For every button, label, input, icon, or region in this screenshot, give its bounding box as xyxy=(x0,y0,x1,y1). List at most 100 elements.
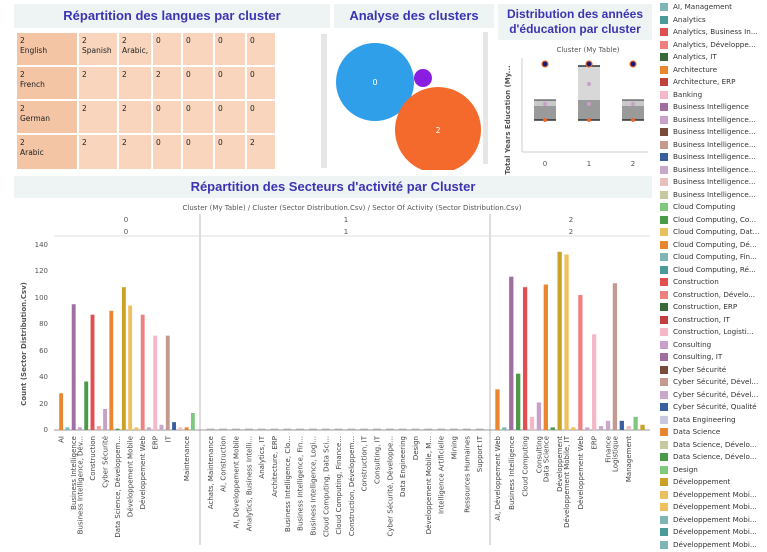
bar-cluster-1-9[interactable] xyxy=(322,429,330,430)
treemap-cell[interactable]: 2 Spanish xyxy=(78,32,118,66)
bar-cluster-1-19[interactable] xyxy=(450,429,458,430)
treemap-cell[interactable]: 0 xyxy=(214,66,246,100)
bar-cluster-0-14[interactable] xyxy=(147,427,151,430)
bar-cluster-2-2[interactable] xyxy=(509,277,513,430)
treemap-chart[interactable]: 2 English 2 Spanish 2 Arabic, 0 0 0 0 2 French 2 2 2 0 0… xyxy=(16,32,320,170)
bar-cluster-0-18[interactable] xyxy=(172,422,176,430)
treemap-cell[interactable]: 0 xyxy=(214,134,246,170)
treemap-cell[interactable]: 0 xyxy=(246,32,276,66)
bar-cluster-0-4[interactable] xyxy=(84,382,88,430)
treemap-cell[interactable]: 2 xyxy=(78,100,118,134)
bar-cluster-0-21[interactable] xyxy=(191,413,195,430)
bar-cluster-0-8[interactable] xyxy=(109,311,113,430)
treemap-cell[interactable]: 0 xyxy=(182,32,214,66)
bar-cluster-1-12[interactable] xyxy=(360,429,368,430)
bar-cluster-2-4[interactable] xyxy=(523,287,527,430)
box-cluster-0-outlier[interactable] xyxy=(542,61,548,67)
box-cluster-0-point-low[interactable] xyxy=(543,118,547,122)
bar-cluster-0-20[interactable] xyxy=(185,427,189,430)
treemap-cell[interactable]: 0 xyxy=(152,32,182,66)
bar-cluster-1-10[interactable] xyxy=(335,429,343,430)
bar-cluster-2-21[interactable] xyxy=(640,425,644,430)
box-cluster-2-point-low[interactable] xyxy=(631,118,635,122)
treemap-cell[interactable]: 2 xyxy=(246,134,276,170)
bar-cluster-2-14[interactable] xyxy=(592,334,596,430)
bar-cluster-2-10[interactable] xyxy=(564,254,568,430)
box-cluster-1-point-a[interactable] xyxy=(587,82,591,86)
bar-cluster-1-15[interactable] xyxy=(399,429,407,430)
bar-cluster-1-16[interactable] xyxy=(412,429,420,430)
box-cluster-2-point[interactable] xyxy=(631,102,635,106)
bar-cluster-2-0[interactable] xyxy=(495,389,499,430)
bar-cluster-0-10[interactable] xyxy=(122,287,126,430)
bar-cluster-0-2[interactable] xyxy=(72,304,76,430)
bar-cluster-1-21[interactable] xyxy=(476,429,484,430)
treemap-cell[interactable]: 0 xyxy=(182,66,214,100)
bar-cluster-2-18[interactable] xyxy=(620,421,624,430)
treemap-cell[interactable]: 0 xyxy=(246,66,276,100)
treemap-cell[interactable]: 2 xyxy=(118,134,152,170)
bar-cluster-1-0[interactable] xyxy=(206,429,214,430)
bar-cluster-1-3[interactable] xyxy=(245,429,253,430)
bar-cluster-0-16[interactable] xyxy=(160,425,164,430)
bar-cluster-0-6[interactable] xyxy=(97,426,101,430)
bar-cluster-1-1[interactable] xyxy=(219,429,227,430)
bar-cluster-1-11[interactable] xyxy=(347,429,355,430)
bubble-chart[interactable]: 0 2 xyxy=(334,28,494,170)
bar-cluster-2-16[interactable] xyxy=(606,421,610,430)
bar-cluster-1-8[interactable] xyxy=(309,429,317,430)
treemap-cell[interactable]: 2 Arabic xyxy=(16,134,78,170)
bar-cluster-0-9[interactable] xyxy=(116,429,120,430)
boxplot-chart[interactable]: Cluster (My Table) Total Years Education… xyxy=(498,40,652,176)
treemap-cell[interactable]: 2 Arabic, xyxy=(118,32,152,66)
bar-cluster-2-5[interactable] xyxy=(530,417,534,430)
bar-cluster-2-11[interactable] xyxy=(571,427,575,430)
bar-cluster-0-1[interactable] xyxy=(65,427,69,430)
bar-cluster-0-7[interactable] xyxy=(103,409,107,430)
legend-panel[interactable]: AI, Management Analytics Analytics, Busine… xyxy=(654,0,767,552)
treemap-cell[interactable]: 0 xyxy=(152,134,182,170)
bar-cluster-1-2[interactable] xyxy=(232,429,240,430)
bar-cluster-0-0[interactable] xyxy=(59,393,63,430)
bar-cluster-1-18[interactable] xyxy=(437,429,445,430)
bar-cluster-0-12[interactable] xyxy=(134,427,138,430)
bar-cluster-0-19[interactable] xyxy=(178,427,182,430)
bar-cluster-2-7[interactable] xyxy=(544,285,548,430)
bar-chart[interactable]: Cluster (My Table) / Cluster (Sector Dis… xyxy=(14,200,652,550)
bar-cluster-2-1[interactable] xyxy=(502,427,506,430)
bar-cluster-2-17[interactable] xyxy=(613,283,617,430)
treemap-cell[interactable]: 2 German xyxy=(16,100,78,134)
box-cluster-1-outlier[interactable] xyxy=(586,61,592,67)
bar-cluster-0-13[interactable] xyxy=(141,315,145,430)
treemap-scrollbar[interactable] xyxy=(321,34,327,168)
treemap-cell[interactable]: 0 xyxy=(182,100,214,134)
treemap-cell[interactable]: 0 xyxy=(152,100,182,134)
bar-cluster-1-17[interactable] xyxy=(424,429,432,430)
bar-cluster-1-5[interactable] xyxy=(271,429,279,430)
treemap-cell[interactable]: 0 xyxy=(214,100,246,134)
treemap-cell[interactable]: 2 xyxy=(78,134,118,170)
bar-cluster-2-20[interactable] xyxy=(633,417,637,430)
bar-cluster-2-19[interactable] xyxy=(627,426,631,430)
box-cluster-0-point[interactable] xyxy=(543,102,547,106)
treemap-cell[interactable]: 0 xyxy=(214,32,246,66)
bar-cluster-1-7[interactable] xyxy=(296,429,304,430)
box-cluster-1-point-c[interactable] xyxy=(587,118,591,122)
treemap-cell[interactable]: 2 English xyxy=(16,32,78,66)
bar-cluster-2-3[interactable] xyxy=(516,374,520,430)
treemap-cell[interactable]: 2 xyxy=(78,66,118,100)
bar-cluster-2-12[interactable] xyxy=(578,295,582,430)
cluster-1-bubble[interactable] xyxy=(414,69,432,87)
treemap-cell[interactable]: 2 xyxy=(118,66,152,100)
bar-cluster-2-15[interactable] xyxy=(599,426,603,430)
bar-cluster-1-13[interactable] xyxy=(373,429,381,430)
treemap-cell[interactable]: 0 xyxy=(246,100,276,134)
bar-cluster-2-9[interactable] xyxy=(557,252,561,430)
box-cluster-2-outlier[interactable] xyxy=(630,61,636,67)
bar-cluster-1-4[interactable] xyxy=(258,429,266,430)
bubble-scrollbar[interactable] xyxy=(483,32,488,164)
bar-cluster-1-14[interactable] xyxy=(386,429,394,430)
bar-cluster-0-3[interactable] xyxy=(78,427,82,430)
bar-cluster-2-13[interactable] xyxy=(585,427,589,430)
treemap-cell[interactable]: 0 xyxy=(182,134,214,170)
